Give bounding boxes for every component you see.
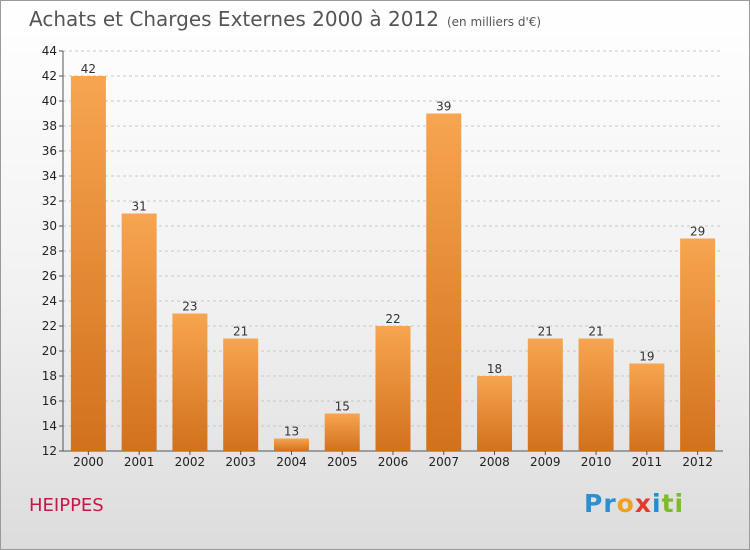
x-tick-label: 2008 [479, 455, 510, 469]
x-tick-label: 2005 [327, 455, 358, 469]
x-tick-label: 2007 [428, 455, 459, 469]
data-label: 21 [588, 325, 603, 339]
y-tick-label: 22 [42, 319, 57, 333]
chart-subtitle: (en milliers d'€) [446, 15, 542, 29]
data-label: 39 [436, 100, 451, 114]
bar [680, 238, 716, 451]
data-label: 42 [81, 62, 96, 76]
x-tick-label: 2006 [378, 455, 409, 469]
bar [527, 338, 563, 451]
title-text: Achats et Charges Externes 2000 à 2012 [29, 7, 439, 31]
y-tick-label: 44 [42, 44, 57, 58]
y-tick-label: 34 [42, 169, 57, 183]
logo-letter: o [616, 489, 635, 518]
x-tick-label: 2003 [225, 455, 256, 469]
y-tick-label: 14 [42, 419, 57, 433]
y-tick-label: 30 [42, 219, 57, 233]
x-tick-label: 2000 [73, 455, 104, 469]
data-label: 21 [538, 325, 553, 339]
y-tick-label: 16 [42, 394, 57, 408]
proxiti-logo: Proxiti [584, 489, 684, 518]
y-tick-label: 40 [42, 94, 57, 108]
y-tick-label: 12 [42, 444, 57, 458]
x-tick-label: 2010 [581, 455, 612, 469]
data-label: 29 [690, 225, 705, 239]
data-label: 31 [132, 200, 147, 214]
y-tick-label: 26 [42, 269, 57, 283]
logo-letter: P [584, 489, 604, 518]
data-label: 19 [639, 350, 654, 364]
logo-letter: t [661, 489, 675, 518]
bar [223, 338, 259, 451]
x-tick-label: 2012 [682, 455, 713, 469]
y-tick-label: 32 [42, 194, 57, 208]
logo-letter: i [674, 489, 685, 518]
y-tick-label: 36 [42, 144, 57, 158]
x-tick-label: 2011 [632, 455, 663, 469]
data-label: 21 [233, 325, 248, 339]
chart-title: Achats et Charges Externes 2000 à 2012 (e… [29, 7, 541, 31]
bar [324, 413, 360, 451]
data-label: 18 [487, 362, 502, 376]
bar [172, 313, 208, 451]
data-label: 22 [385, 312, 400, 326]
data-label: 13 [284, 425, 299, 439]
bar [477, 376, 513, 451]
y-tick-label: 18 [42, 369, 57, 383]
x-tick-label: 2009 [530, 455, 561, 469]
data-label: 23 [182, 300, 197, 314]
logo-letter: x [634, 489, 652, 518]
logo-letter: r [603, 489, 617, 518]
logo-letter: i [652, 489, 662, 518]
y-tick-label: 28 [42, 244, 57, 258]
bar [70, 76, 106, 451]
y-tick-label: 24 [42, 294, 57, 308]
bar [426, 113, 462, 451]
data-label: 15 [335, 400, 350, 414]
y-tick-label: 38 [42, 119, 57, 133]
x-tick-label: 2004 [276, 455, 307, 469]
bar [578, 338, 614, 451]
bar [629, 363, 665, 451]
place-name: HEIPPES [29, 495, 104, 516]
y-tick-label: 42 [42, 69, 57, 83]
bar [273, 438, 309, 451]
x-tick-label: 2002 [175, 455, 206, 469]
x-tick-label: 2001 [124, 455, 155, 469]
y-tick-label: 20 [42, 344, 57, 358]
bar [375, 326, 411, 451]
bar [121, 213, 157, 451]
